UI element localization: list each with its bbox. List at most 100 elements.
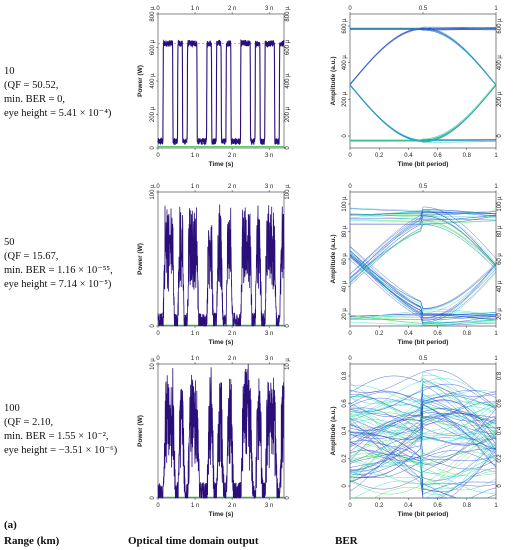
eye-trace [349, 430, 497, 465]
eye-trace [349, 391, 497, 424]
y-axis-label: Amplitude (a.u.) [330, 234, 337, 283]
y-tick-label: 80 µ [342, 225, 348, 237]
eye-trace [349, 256, 497, 323]
eye-trace [349, 413, 497, 491]
y-tick-label: 0 [342, 484, 348, 488]
x-axis-label: Time (bit period) [398, 161, 449, 168]
eye-trace [349, 211, 497, 278]
x-tick-label: 1 [494, 331, 498, 337]
eye-trace [349, 213, 497, 264]
eye-trace [349, 386, 497, 451]
eye-trace [349, 410, 497, 470]
y-tick-label: 0.4 [497, 426, 503, 435]
top-tick-label: 0 [156, 6, 160, 12]
y-tick-label: 80 µ [497, 225, 503, 237]
y-tick-label: 40 µ [342, 280, 348, 292]
x-tick-label: 0.4 [404, 503, 413, 509]
y-tick-label: 0.4 [342, 426, 348, 435]
y-axis-label: Power (W) [137, 415, 144, 447]
eye-trace [349, 429, 497, 477]
eye-trace [349, 206, 497, 275]
y-tick-label: 0 [150, 324, 156, 328]
qf-value: (QF = 50.52, [4, 80, 59, 91]
x-tick-label: 0 [348, 153, 352, 159]
plot-frame [349, 13, 497, 149]
y-tick-label: 0 [497, 484, 503, 488]
top-tick-label: 0.5 [419, 6, 428, 12]
top-tick-label: 0 [156, 356, 160, 362]
x-tick-label: 0 [156, 503, 160, 509]
y-tick-label: 0 [285, 324, 291, 328]
x-tick-label: 0.2 [375, 503, 384, 509]
column-header-optical: Optical time domain output [128, 535, 259, 547]
y-tick-label: 0 [150, 146, 156, 150]
x-tick-label: 0.8 [463, 153, 472, 159]
x-tick-label: 1 n [191, 331, 199, 337]
column-header-ber: BER [335, 535, 358, 547]
eye-trace [349, 436, 497, 482]
eye-trace [349, 255, 497, 324]
eye-trace [350, 28, 497, 85]
y-tick-label: 800 µ [285, 6, 291, 22]
y-tick-label: 40 µ [497, 280, 503, 292]
y-tick-label: 10 µ [150, 358, 156, 370]
eye-trace [349, 314, 497, 321]
eye-trace [350, 84, 497, 141]
min-ber-value: min. BER = 1.55 × 10⁻², [4, 431, 109, 442]
y-tick-label: 200 µ [497, 91, 503, 107]
eye-trace [349, 389, 497, 430]
top-tick-label: 0 [348, 6, 352, 12]
eye-trace [349, 410, 497, 486]
row-label-100km: 100 (QF = 2.10, min. BER = 1.55 × 10⁻², … [4, 402, 117, 458]
eye-trace [349, 85, 497, 143]
y-tick-label: 200 µ [150, 106, 156, 122]
x-tick-label: 2 n [228, 503, 236, 509]
y-tick-label: 600 µ [342, 18, 348, 34]
eye-trace [349, 28, 497, 86]
x-tick-label: 0.6 [433, 503, 442, 509]
top-tick-label: 3 n [265, 356, 273, 362]
eye-trace [349, 399, 497, 445]
y-tick-label: 10 µ [285, 358, 291, 370]
eye-trace [349, 215, 497, 279]
column-header-range: Range (km) [4, 535, 60, 547]
min-ber-value: min. BER = 0, [4, 94, 66, 105]
eye-trace [350, 29, 497, 86]
eye-trace [349, 26, 497, 85]
y-tick-label: 0.2 [497, 454, 503, 463]
eye-trace [350, 84, 497, 142]
eye-trace [350, 84, 497, 143]
x-tick-label: 0.6 [433, 331, 442, 337]
top-tick-label: 0.5 [419, 184, 428, 190]
eye-trace [349, 84, 496, 141]
y-tick-label: 0 [285, 146, 291, 150]
y-tick-label: 20 µ [342, 308, 348, 320]
range-value: 50 [4, 237, 15, 248]
x-tick-label: 1 n [191, 503, 199, 509]
eye-trace [350, 28, 497, 86]
qf-value: (QF = 2.10, [4, 417, 54, 428]
y-axis-label: Amplitude (a.u.) [330, 406, 337, 455]
eye-trace [349, 85, 497, 143]
y-tick-label: 0.6 [342, 399, 348, 408]
eye-trace [349, 314, 497, 325]
eye-trace [349, 391, 497, 434]
y-tick-label: 100 µ [150, 184, 156, 200]
y-tick-label: 100 µ [342, 196, 348, 212]
eye-trace [349, 380, 497, 482]
eye-trace [349, 413, 497, 434]
eye-trace [349, 418, 497, 499]
eye-height-value: eye height = −3.51 × 10⁻⁶) [4, 445, 118, 456]
eye-trace [349, 26, 497, 85]
eye-trace [350, 84, 497, 141]
top-tick-label: 0 [348, 356, 352, 362]
eye-trace [349, 319, 497, 326]
eye-trace [350, 443, 497, 499]
eye-height-value: eye height = 7.14 × 10⁻⁵) [4, 279, 112, 290]
eye-trace [349, 372, 497, 451]
y-tick-label: 0.8 [342, 371, 348, 380]
x-tick-label: 0 [156, 153, 160, 159]
eye-trace [349, 432, 497, 473]
x-tick-label: 0.4 [404, 153, 413, 159]
